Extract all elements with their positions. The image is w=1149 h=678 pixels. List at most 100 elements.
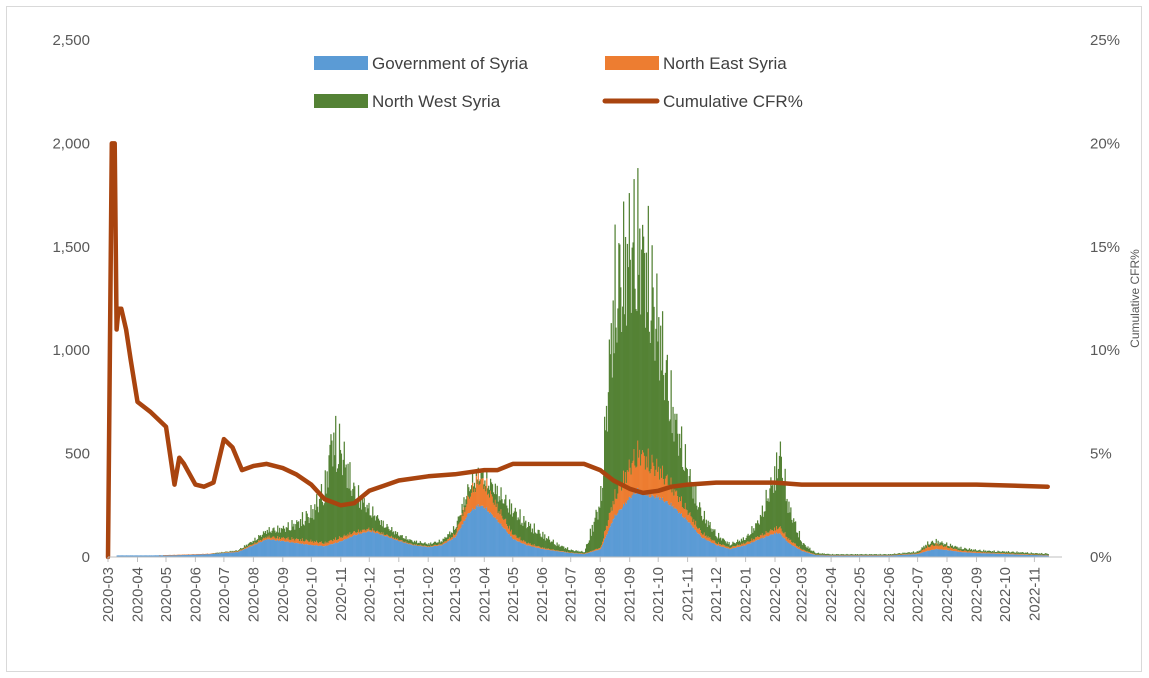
bar-north-east-syria	[407, 542, 409, 544]
bar-north-east-syria	[978, 551, 980, 554]
bar-government-of-syria	[465, 518, 467, 557]
bar-north-west-syria	[589, 528, 591, 552]
bar-north-east-syria	[947, 547, 949, 551]
bar-government-of-syria	[351, 536, 353, 557]
bar-government-of-syria	[151, 555, 153, 557]
bar-government-of-syria	[627, 499, 630, 557]
bar-government-of-syria	[712, 542, 714, 557]
bar-north-east-syria	[648, 471, 650, 498]
bar-north-east-syria	[572, 552, 574, 554]
bar-government-of-syria	[278, 540, 280, 557]
bar-north-east-syria	[165, 554, 167, 556]
bar-government-of-syria	[305, 543, 307, 557]
bar-north-east-syria	[710, 539, 712, 543]
bar-north-east-syria	[208, 553, 210, 555]
bar-government-of-syria	[392, 538, 394, 557]
bar-north-west-syria	[663, 400, 666, 485]
bar-north-east-syria	[437, 544, 439, 546]
bar-government-of-syria	[769, 535, 771, 557]
bar-government-of-syria	[811, 553, 813, 557]
bar-north-east-syria	[707, 536, 709, 541]
bar-north-west-syria	[783, 485, 785, 534]
bar-north-east-syria	[262, 537, 265, 541]
bar-north-west-syria	[274, 530, 276, 538]
bar-north-west-syria	[546, 538, 548, 549]
bar-north-west-syria	[306, 513, 308, 541]
bar-government-of-syria	[119, 555, 121, 557]
x-tick-label: 2021-11	[680, 567, 697, 621]
bar-government-of-syria	[226, 552, 229, 557]
bar-government-of-syria	[591, 551, 593, 557]
bar-north-east-syria	[280, 537, 283, 541]
bar-north-east-syria	[175, 554, 177, 556]
bar-government-of-syria	[526, 545, 528, 557]
bar-north-east-syria	[273, 536, 275, 540]
bar-north-east-syria	[375, 531, 377, 534]
bar-north-west-syria	[676, 413, 678, 491]
bar-north-east-syria	[177, 554, 179, 556]
bar-government-of-syria	[680, 513, 683, 557]
bar-government-of-syria	[212, 553, 214, 557]
bar-north-west-syria	[314, 504, 316, 542]
bar-north-east-syria	[251, 545, 253, 547]
bar-government-of-syria	[755, 540, 757, 557]
bar-government-of-syria	[339, 541, 342, 557]
bar-north-west-syria	[604, 430, 607, 531]
bar-north-east-syria	[181, 554, 183, 556]
bar-north-east-syria	[674, 489, 676, 508]
bar-north-west-syria	[300, 526, 303, 542]
bar-north-west-syria	[269, 531, 271, 538]
bar-north-east-syria	[464, 511, 466, 522]
bar-north-east-syria	[694, 524, 696, 530]
bar-government-of-syria	[931, 549, 934, 557]
bar-government-of-syria	[171, 555, 173, 557]
bar-government-of-syria	[222, 553, 224, 557]
bar-government-of-syria	[250, 546, 252, 557]
bar-north-east-syria	[693, 519, 695, 528]
bar-government-of-syria	[118, 555, 120, 557]
bar-north-west-syria	[884, 554, 886, 556]
bar-north-east-syria	[369, 529, 371, 532]
bar-north-east-syria	[354, 531, 356, 535]
bar-north-west-syria	[904, 552, 906, 554]
bar-government-of-syria	[207, 554, 210, 557]
bar-north-west-syria	[486, 468, 488, 479]
bar-north-east-syria	[827, 554, 829, 556]
bar-government-of-syria	[419, 545, 421, 557]
bar-north-east-syria	[875, 555, 878, 556]
bar-government-of-syria	[795, 547, 798, 557]
bar-north-east-syria	[599, 548, 601, 550]
bar-north-east-syria	[649, 473, 651, 498]
bar-government-of-syria	[874, 555, 877, 557]
bar-government-of-syria	[819, 555, 821, 557]
bar-north-west-syria	[413, 542, 415, 545]
bar-government-of-syria	[945, 549, 947, 557]
bar-government-of-syria	[737, 547, 740, 557]
bar-north-west-syria	[412, 541, 414, 545]
bar-government-of-syria	[888, 555, 890, 557]
bar-north-west-syria	[710, 528, 712, 540]
bar-government-of-syria	[813, 554, 815, 557]
bar-north-east-syria	[791, 542, 793, 545]
bar-north-west-syria	[982, 551, 984, 553]
bar-government-of-syria	[943, 549, 945, 557]
bar-north-east-syria	[163, 555, 165, 556]
bar-government-of-syria	[183, 554, 185, 557]
bar-government-of-syria	[709, 541, 711, 557]
bar-government-of-syria	[644, 495, 647, 557]
bar-north-west-syria	[244, 546, 247, 548]
bar-north-west-syria	[527, 522, 530, 543]
bar-north-east-syria	[475, 476, 477, 506]
bar-north-west-syria	[270, 532, 272, 539]
bar-government-of-syria	[621, 509, 623, 557]
bar-north-west-syria	[532, 533, 534, 546]
bar-north-west-syria	[729, 545, 731, 549]
bar-government-of-syria	[800, 550, 802, 557]
bar-government-of-syria	[394, 539, 397, 557]
bar-north-east-syria	[731, 547, 733, 549]
bar-north-east-syria	[985, 552, 988, 554]
bar-north-east-syria	[803, 549, 805, 552]
bar-north-west-syria	[775, 490, 777, 531]
bar-government-of-syria	[501, 525, 503, 557]
bar-north-west-syria	[815, 553, 818, 555]
